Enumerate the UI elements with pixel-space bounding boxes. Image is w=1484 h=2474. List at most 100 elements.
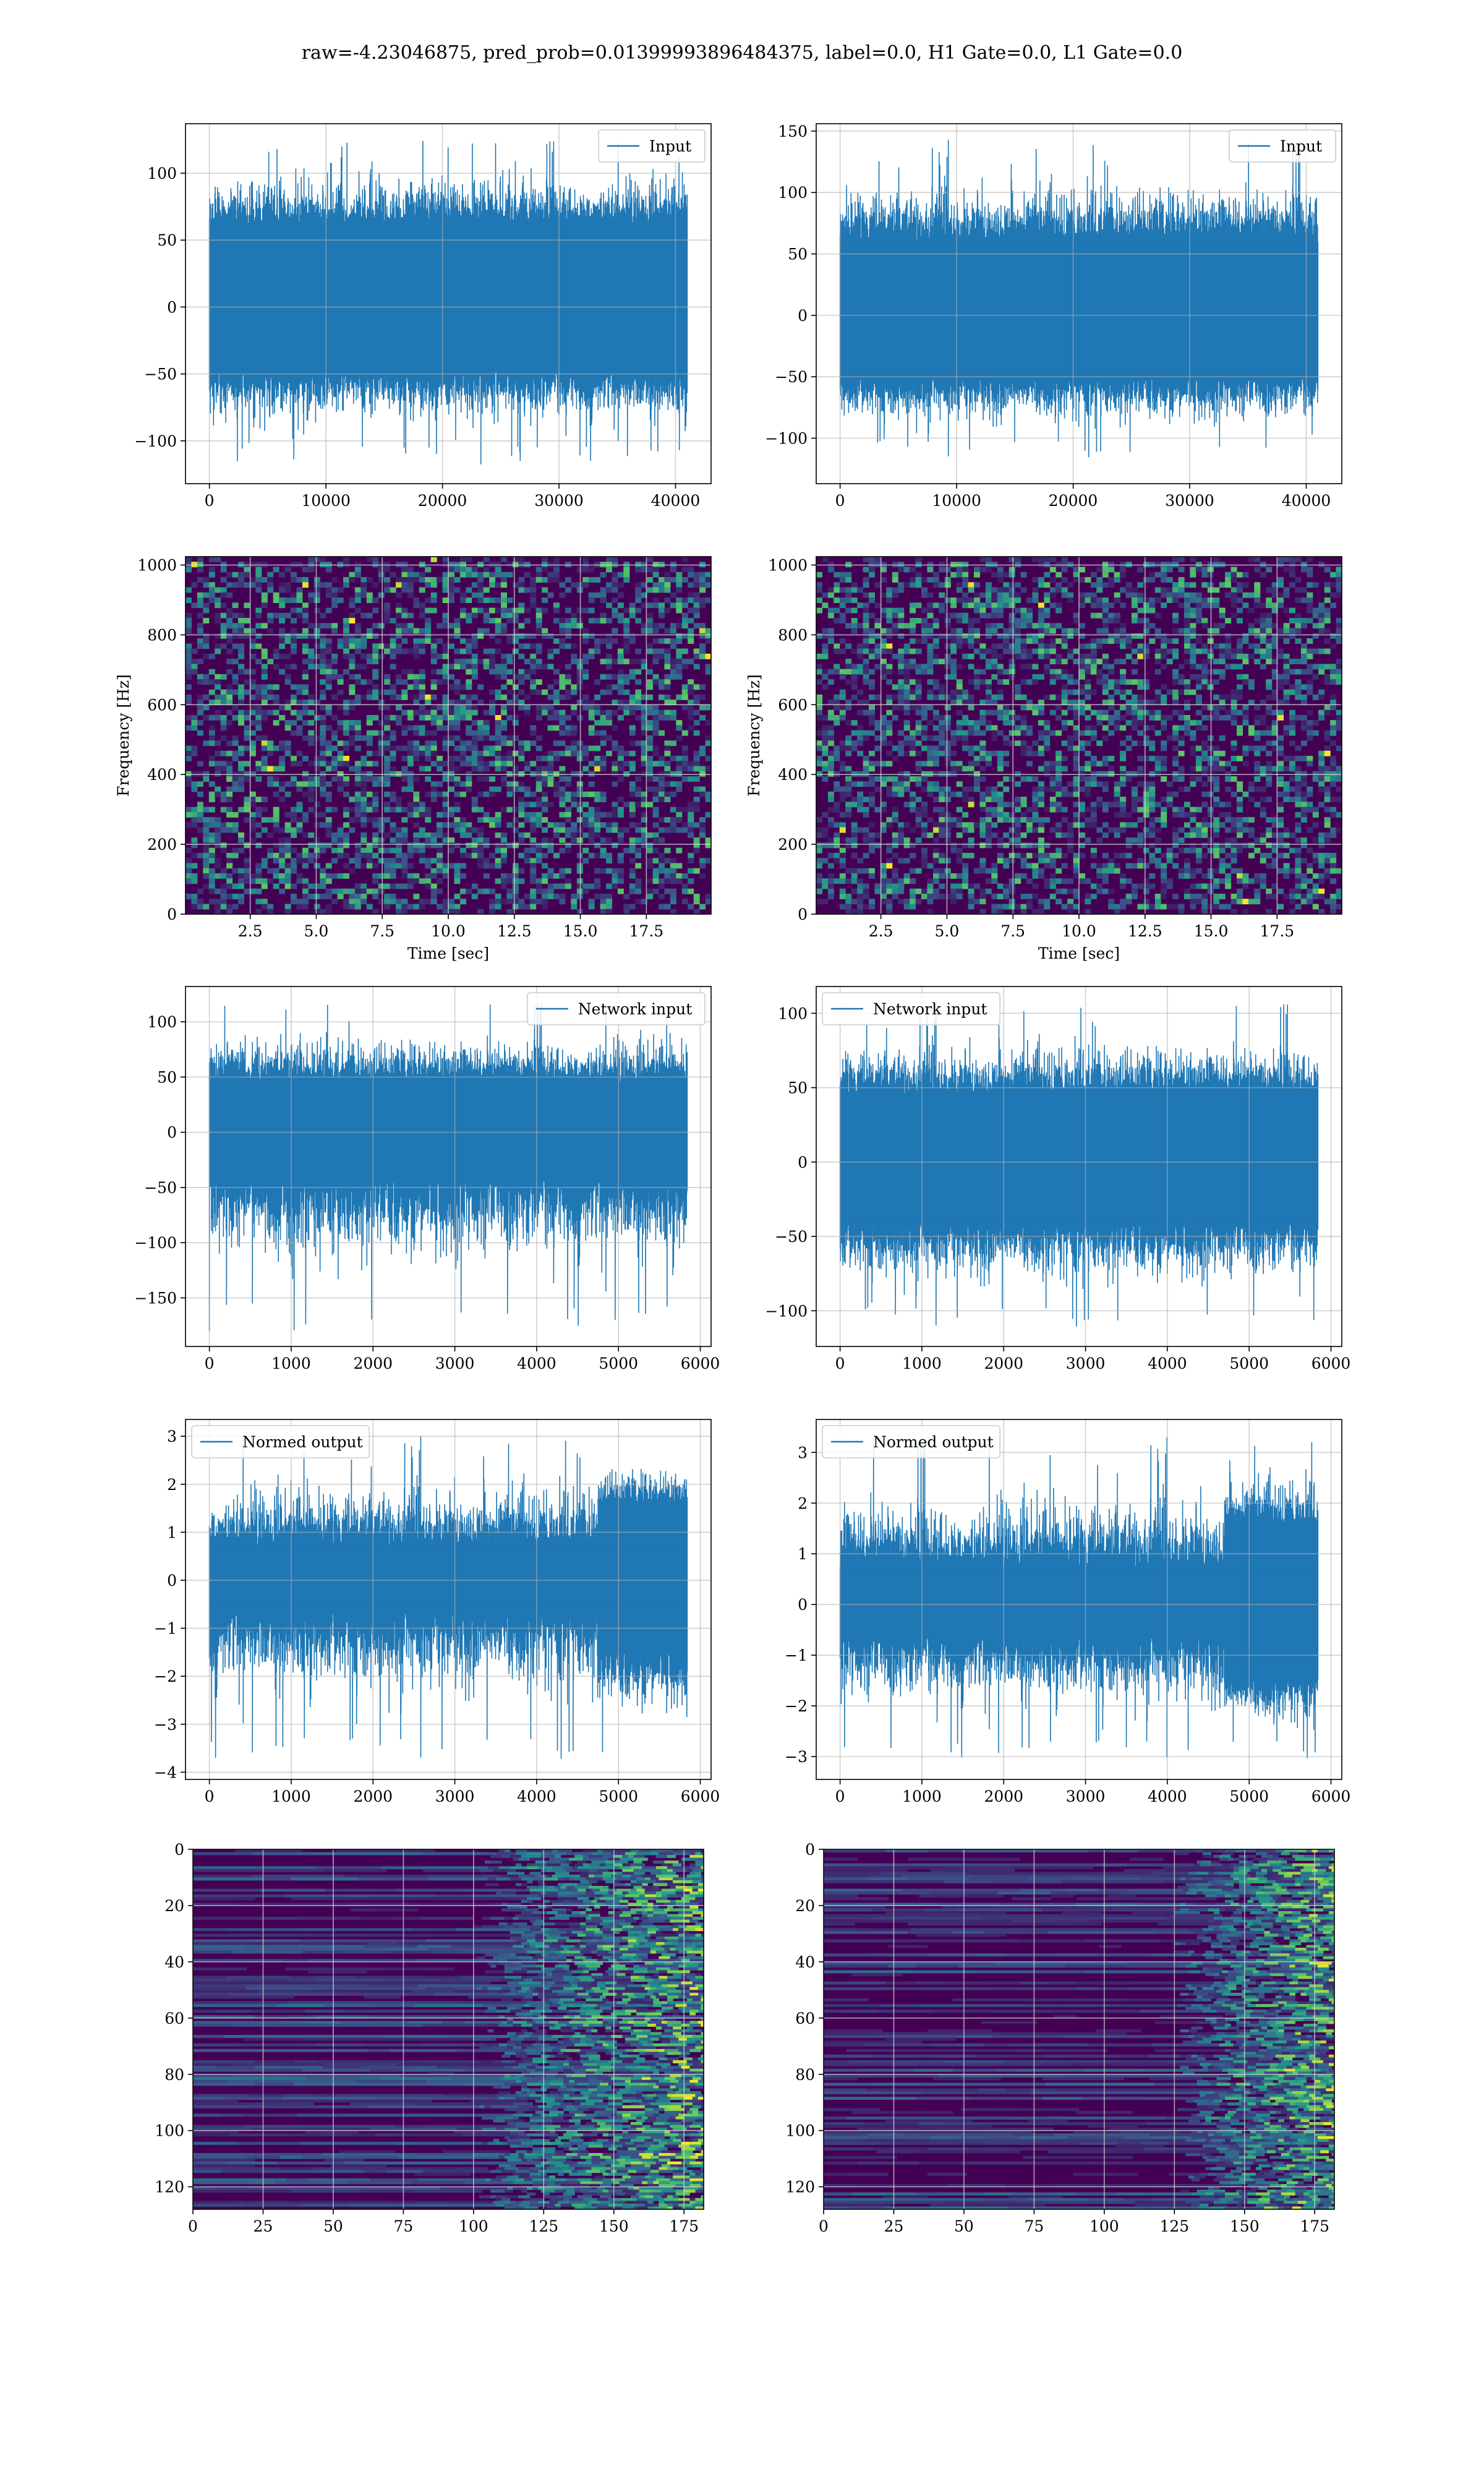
heatmap-cell [249, 653, 256, 659]
heatmap-cell [337, 894, 344, 899]
heatmap-cell [261, 883, 268, 889]
heatmap-cell [302, 567, 309, 573]
heatmap-cell [612, 659, 618, 664]
heatmap-cell [401, 730, 408, 736]
heatmap-cell [676, 602, 683, 609]
heatmap-cell [215, 822, 221, 828]
heatmap-cell [197, 817, 203, 823]
heatmap-cell [1085, 781, 1091, 787]
heatmap-cell [360, 847, 367, 854]
heatmap-cell [313, 597, 320, 603]
heatmap-cell [372, 684, 379, 690]
heatmap-cell [459, 700, 466, 706]
heatmap-cell [962, 811, 969, 818]
heatmap-cell [635, 704, 642, 711]
heatmap-cell [659, 638, 665, 644]
heatmap-cell [892, 607, 898, 614]
heatmap-cell [915, 618, 922, 623]
heatmap-cell [244, 858, 250, 864]
heatmap-cell [419, 832, 425, 838]
heatmap-cell [612, 771, 618, 777]
heatmap-cell [863, 766, 869, 772]
heatmap-cell [1055, 786, 1062, 792]
heatmap-cell [612, 587, 618, 593]
heatmap-cell [343, 863, 349, 869]
heatmap-cell [910, 607, 916, 614]
heatmap-cell [1038, 750, 1044, 756]
heatmap-cell [354, 633, 361, 639]
heatmap-cell [442, 709, 449, 716]
heatmap-cell [547, 633, 554, 639]
heatmap-cell [273, 858, 279, 864]
heatmap-cell [360, 837, 367, 843]
heatmap-cell [921, 592, 927, 598]
heatmap-cell [291, 899, 297, 905]
heatmap-cell [688, 725, 694, 731]
heatmap-cell [349, 689, 356, 695]
heatmap-cell [927, 679, 934, 685]
heatmap-cell [869, 704, 875, 711]
heatmap-cell [384, 577, 391, 583]
heatmap-cell [652, 797, 659, 802]
heatmap-cell [863, 618, 869, 623]
heatmap-cell [944, 756, 951, 761]
heatmap-cell [659, 694, 665, 700]
heatmap-cell [594, 807, 601, 813]
heatmap-cell [296, 715, 303, 721]
heatmap-cell [1061, 725, 1068, 731]
heatmap-cell [215, 766, 221, 772]
heatmap-cell [1049, 628, 1056, 634]
heatmap-cell [647, 786, 654, 792]
heatmap-cell [1038, 648, 1044, 654]
heatmap-cell [203, 618, 210, 623]
heatmap-cell [320, 664, 326, 670]
heatmap-cell [939, 745, 945, 751]
heatmap-cell [839, 847, 846, 854]
heatmap-cell [535, 607, 542, 614]
heatmap-cell [1044, 745, 1051, 751]
heatmap-cell [448, 811, 454, 818]
heatmap-cell [839, 766, 846, 772]
heatmap-cell [927, 612, 934, 618]
heatmap-cell [1079, 577, 1085, 583]
heatmap-cell [284, 863, 291, 869]
heatmap-cell [477, 832, 484, 838]
heatmap-cell [612, 761, 618, 767]
heatmap-cell [1108, 899, 1115, 905]
heatmap-cell [360, 832, 367, 838]
heatmap-cell [950, 648, 957, 654]
heatmap-cell [378, 781, 385, 787]
heatmap-cell [238, 837, 244, 843]
heatmap-cell [226, 623, 233, 629]
heatmap-cell [284, 822, 291, 828]
heatmap-cell [670, 659, 676, 664]
heatmap-cell [284, 653, 291, 659]
heatmap-cell [454, 822, 461, 828]
heatmap-cell [1026, 607, 1033, 614]
heatmap-cell [839, 597, 846, 603]
heatmap-cell [302, 633, 309, 639]
heatmap-cell [273, 597, 279, 603]
heatmap-cell [979, 700, 986, 706]
heatmap-cell [483, 761, 490, 767]
heatmap-cell [851, 618, 858, 623]
heatmap-cell [1090, 648, 1097, 654]
heatmap-cell [559, 811, 566, 818]
heatmap-cell [466, 776, 472, 782]
heatmap-cell [220, 827, 227, 833]
heatmap-cell [1020, 643, 1027, 649]
heatmap-cell [869, 648, 875, 654]
heatmap-cell [343, 807, 349, 813]
heatmap-cell [267, 909, 274, 914]
heatmap-cell [939, 725, 945, 731]
heatmap-cell [1015, 740, 1021, 747]
heatmap-cell [535, 709, 542, 716]
heatmap-cell [617, 571, 624, 578]
heatmap-cell [559, 643, 566, 649]
heatmap-cell [255, 807, 262, 813]
heatmap-cell [956, 791, 963, 797]
heatmap-cell [477, 684, 484, 690]
heatmap-cell [1038, 766, 1044, 772]
heatmap-cell [822, 842, 829, 849]
heatmap-cell [612, 582, 618, 588]
